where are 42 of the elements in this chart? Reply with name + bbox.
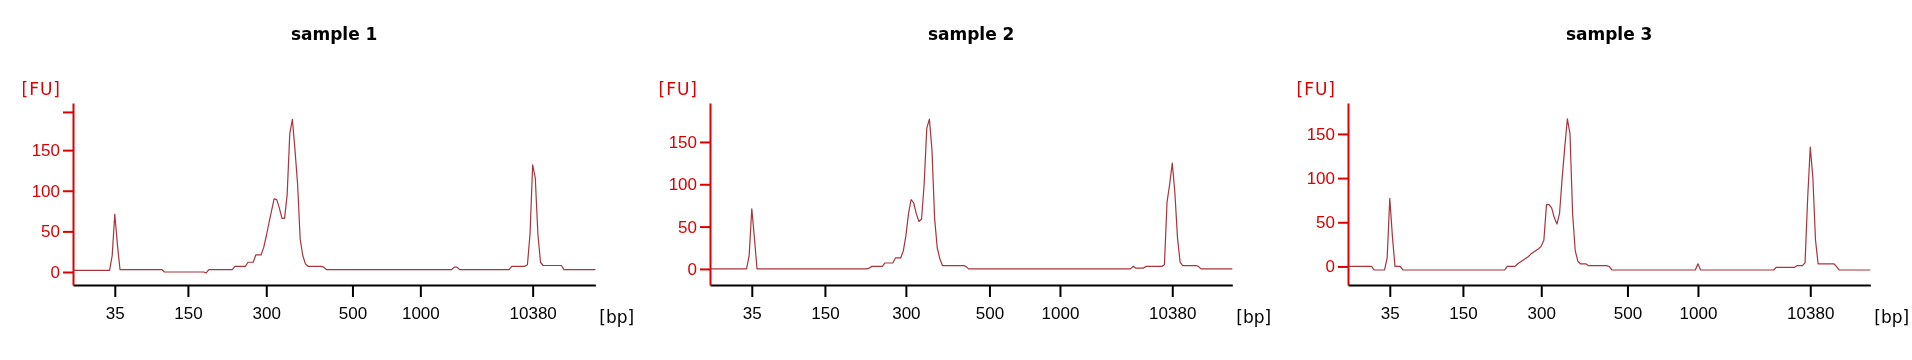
x-tick-label: 35 — [1380, 303, 1400, 323]
x-tick-label: 500 — [976, 303, 1005, 323]
y-axis-title: [FU] — [21, 79, 61, 99]
x-tick-label: 1000 — [401, 303, 440, 323]
line-series — [72, 118, 596, 274]
line-series — [1347, 118, 1871, 271]
y-tick-label: 0 — [687, 259, 698, 279]
x-tick-label: 10380 — [1786, 303, 1835, 323]
chart-title: sample 3 — [1565, 24, 1653, 44]
y-tick-label: 100 — [668, 175, 698, 195]
x-tick-label: 300 — [252, 303, 281, 323]
y-tick-label: 150 — [1306, 124, 1335, 144]
x-tick-label: 1000 — [1679, 303, 1718, 323]
x-tick-label: 35 — [105, 303, 125, 323]
x-tick-label: 300 — [1527, 303, 1556, 323]
line-series — [709, 118, 1234, 270]
x-tick-label: 500 — [338, 303, 368, 323]
y-tick-label: 0 — [50, 262, 60, 282]
x-tick-label: 1000 — [1041, 303, 1080, 323]
y-tick-label: 150 — [668, 132, 698, 152]
chart-title: sample 1 — [290, 24, 378, 44]
chart-title: sample 2 — [928, 24, 1015, 44]
x-tick-label: 150 — [174, 303, 203, 323]
y-tick-label: 50 — [1315, 213, 1335, 233]
x-tick-label: 300 — [892, 303, 921, 323]
x-tick-label: 150 — [811, 303, 840, 323]
y-tick-label: 100 — [1306, 169, 1335, 189]
x-tick-label: 10380 — [509, 303, 557, 323]
x-tick-label: 10380 — [1149, 303, 1197, 323]
x-axis-title: [bp] — [1873, 307, 1909, 327]
y-axis-title: [FU] — [1296, 79, 1336, 99]
x-axis-title: [bp] — [599, 307, 635, 327]
y-tick-label: 50 — [41, 222, 60, 242]
x-tick-label: 150 — [1448, 303, 1478, 323]
x-tick-label: 500 — [1613, 303, 1642, 323]
y-tick-label: 150 — [31, 141, 60, 161]
y-tick-label: 100 — [31, 181, 60, 201]
y-tick-label: 0 — [1325, 257, 1335, 277]
y-tick-label: 50 — [678, 217, 698, 237]
y-axis-title: [FU] — [658, 79, 699, 99]
x-axis-title: [bp] — [1236, 307, 1272, 327]
x-tick-label: 35 — [743, 303, 763, 323]
